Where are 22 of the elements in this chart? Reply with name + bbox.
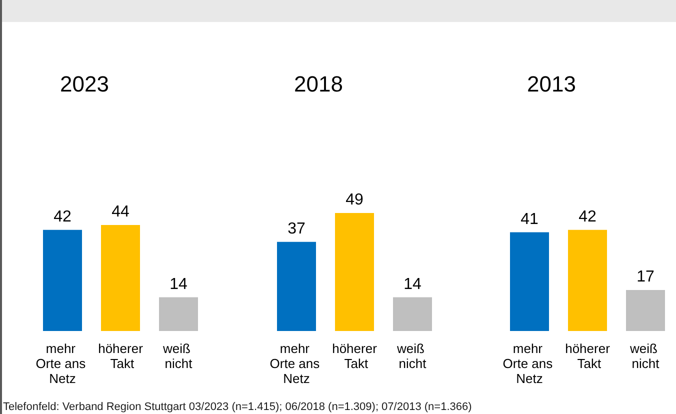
chart-title: 2013 <box>527 72 576 96</box>
x-tick-label: höherer Takt <box>98 341 144 371</box>
chart-title: 2023 <box>60 72 109 96</box>
x-tick-label: weiß nicht <box>628 341 662 371</box>
x-tick-label: mehr Orte ans Netz <box>502 341 556 386</box>
x-tick-label: höherer Takt <box>332 341 378 371</box>
data-label: 17 <box>636 268 654 286</box>
data-label: 14 <box>404 276 422 293</box>
chart-title: 2018 <box>294 72 343 96</box>
data-label: 37 <box>288 220 306 238</box>
data-label: 44 <box>112 204 130 221</box>
data-label: 41 <box>520 210 538 228</box>
x-tick-label: mehr Orte ans Netz <box>36 341 90 386</box>
data-label: 14 <box>170 276 188 293</box>
x-tick-label: weiß nicht <box>396 341 428 371</box>
x-tick-label: weiß nicht <box>162 341 194 371</box>
x-tick-label: mehr Orte ans Netz <box>270 341 324 386</box>
data-label: 42 <box>578 208 596 226</box>
text: Telefonfeld: Verband Region Stuttgart 03/2023 (n=1.415); 06/2018 (n=1.309); 07/2013 (n=1.366) <box>3 401 472 413</box>
data-label: 49 <box>346 192 364 208</box>
x-tick-label: höherer Takt <box>565 341 611 371</box>
data-label: 42 <box>54 208 72 226</box>
